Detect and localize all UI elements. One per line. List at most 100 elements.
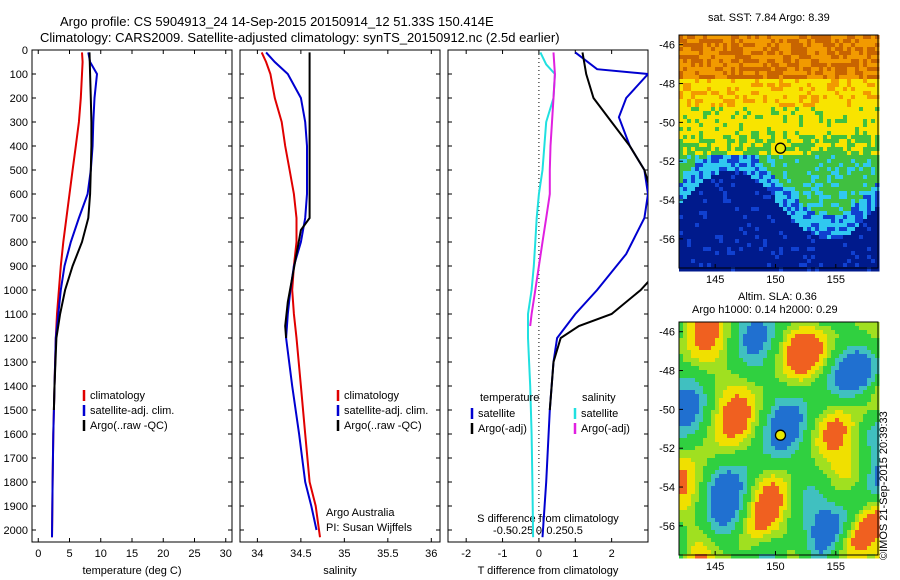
map-cell (735, 227, 740, 232)
map-cell (783, 87, 788, 92)
map-cell (703, 135, 708, 140)
map-cell (855, 326, 860, 331)
map-cell (699, 91, 704, 96)
map-cell (763, 207, 768, 212)
map-cell (763, 386, 768, 391)
map-cell (815, 442, 820, 447)
map-cell (855, 163, 860, 168)
map-cell (803, 438, 808, 443)
map-cell (747, 454, 752, 459)
map-cell (707, 406, 712, 411)
map-cell (811, 450, 816, 455)
map-cell (687, 366, 692, 371)
map-cell (695, 434, 700, 439)
map-cell (839, 59, 844, 64)
map-cell (875, 123, 880, 128)
map-cell (767, 243, 772, 248)
map-cell (731, 39, 736, 44)
map-cell (807, 79, 812, 84)
map-cell (679, 195, 684, 200)
map-cell (747, 99, 752, 104)
map-cell (719, 147, 724, 152)
map-cell (787, 354, 792, 359)
map-cell (823, 243, 828, 248)
map-cell (803, 334, 808, 339)
map-cell (847, 350, 852, 355)
map-cell (847, 131, 852, 136)
map-cell (835, 87, 840, 92)
map-cell (707, 414, 712, 419)
map-cell (727, 350, 732, 355)
map-cell (687, 99, 692, 104)
map-cell (703, 342, 708, 347)
map-cell (703, 103, 708, 108)
map-cell (851, 330, 856, 335)
map-cell (779, 414, 784, 419)
map-cell (687, 219, 692, 224)
map-cell (731, 167, 736, 172)
map-cell (835, 147, 840, 152)
map-cell (759, 107, 764, 112)
map-cell (787, 430, 792, 435)
map-cell (751, 239, 756, 244)
map-cell (763, 338, 768, 343)
map-cell (807, 454, 812, 459)
map-cell (875, 71, 880, 76)
map-cell (731, 414, 736, 419)
map-cell (867, 155, 872, 160)
map-cell (695, 79, 700, 84)
map-cell (791, 330, 796, 335)
map-cell (751, 358, 756, 363)
map-cell (747, 87, 752, 92)
map-cell (867, 454, 872, 459)
map-cell (791, 251, 796, 256)
map-cell (739, 155, 744, 160)
map-cell (767, 326, 772, 331)
map-cell (747, 326, 752, 331)
map-cell (775, 159, 780, 164)
map-cell (803, 199, 808, 204)
map-cell (699, 139, 704, 144)
map-cell (795, 446, 800, 451)
map-cell (759, 159, 764, 164)
map-cell (827, 59, 832, 64)
map-cell (859, 442, 864, 447)
map-cell (811, 67, 816, 72)
map-cell (827, 171, 832, 176)
map-cell (787, 191, 792, 196)
map-cell (735, 59, 740, 64)
map-cell (871, 342, 876, 347)
map-cell (759, 63, 764, 68)
map-cell (847, 135, 852, 140)
map-cell (771, 111, 776, 116)
map-cell (747, 342, 752, 347)
map-cell (807, 243, 812, 248)
map-cell (839, 235, 844, 240)
map-cell (871, 414, 876, 419)
map-cell (847, 390, 852, 395)
map-cell (847, 115, 852, 120)
map-cell (863, 354, 868, 359)
map-cell (871, 131, 876, 136)
map-cell (855, 95, 860, 100)
map-cell (871, 442, 876, 447)
map-cell (819, 398, 824, 403)
map-cell (727, 79, 732, 84)
map-cell (679, 111, 684, 116)
map-cell (843, 259, 848, 264)
map-cell (811, 95, 816, 100)
map-cell (839, 330, 844, 335)
map-cell (835, 338, 840, 343)
map-cell (831, 159, 836, 164)
map-cell (867, 167, 872, 172)
map-cell (795, 430, 800, 435)
map-cell (795, 159, 800, 164)
map-cell (775, 259, 780, 264)
map-cell (707, 171, 712, 176)
map-cell (679, 215, 684, 220)
map-cell (703, 374, 708, 379)
map-cell (687, 398, 692, 403)
map-cell (759, 207, 764, 212)
map-cell (739, 267, 744, 272)
map-cell (735, 410, 740, 415)
